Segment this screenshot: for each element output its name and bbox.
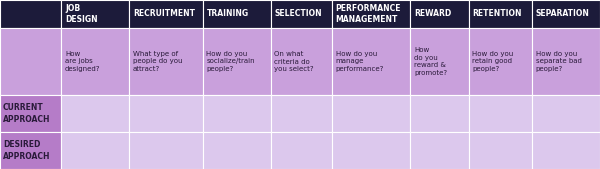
- Bar: [271, 132, 332, 169]
- Bar: [129, 28, 203, 95]
- Bar: [469, 0, 532, 28]
- Bar: [129, 132, 203, 169]
- Bar: [532, 95, 600, 132]
- Bar: [203, 28, 271, 95]
- Bar: [469, 132, 532, 169]
- Bar: [0, 28, 61, 95]
- Bar: [410, 132, 469, 169]
- Bar: [61, 28, 129, 95]
- Text: On what
criteria do
you select?: On what criteria do you select?: [274, 51, 314, 72]
- Bar: [0, 95, 61, 132]
- Bar: [410, 95, 469, 132]
- Text: SELECTION: SELECTION: [274, 9, 322, 18]
- Bar: [271, 0, 332, 28]
- Text: REWARD: REWARD: [414, 9, 451, 18]
- Text: How do you
separate bad
people?: How do you separate bad people?: [536, 51, 581, 72]
- Bar: [332, 0, 410, 28]
- Bar: [0, 132, 61, 169]
- Bar: [0, 0, 61, 28]
- Text: JOB
DESIGN: JOB DESIGN: [65, 4, 98, 24]
- Bar: [129, 0, 203, 28]
- Text: How
do you
reward &
promote?: How do you reward & promote?: [414, 47, 447, 76]
- Bar: [61, 0, 129, 28]
- Bar: [61, 132, 129, 169]
- Text: TRAINING: TRAINING: [206, 9, 248, 18]
- Text: How
are jobs
designed?: How are jobs designed?: [65, 51, 100, 72]
- Text: PERFORMANCE
MANAGEMENT: PERFORMANCE MANAGEMENT: [335, 4, 401, 24]
- Bar: [332, 28, 410, 95]
- Text: RECRUITMENT: RECRUITMENT: [133, 9, 195, 18]
- Bar: [271, 95, 332, 132]
- Bar: [332, 132, 410, 169]
- Bar: [271, 28, 332, 95]
- Text: What type of
people do you
attract?: What type of people do you attract?: [133, 51, 182, 72]
- Bar: [532, 28, 600, 95]
- Text: How do you
manage
performance?: How do you manage performance?: [335, 51, 384, 72]
- Text: RETENTION: RETENTION: [472, 9, 522, 18]
- Text: DESIRED
APPROACH: DESIRED APPROACH: [3, 140, 50, 161]
- Text: How do you
socialize/train
people?: How do you socialize/train people?: [206, 51, 255, 72]
- Bar: [469, 95, 532, 132]
- Text: How do you
retain good
people?: How do you retain good people?: [472, 51, 514, 72]
- Bar: [61, 95, 129, 132]
- Bar: [203, 95, 271, 132]
- Bar: [203, 0, 271, 28]
- Text: CURRENT
APPROACH: CURRENT APPROACH: [3, 103, 50, 124]
- Bar: [410, 0, 469, 28]
- Bar: [469, 28, 532, 95]
- Bar: [410, 28, 469, 95]
- Bar: [532, 0, 600, 28]
- Bar: [532, 132, 600, 169]
- Bar: [129, 95, 203, 132]
- Bar: [332, 95, 410, 132]
- Bar: [203, 132, 271, 169]
- Text: SEPARATION: SEPARATION: [536, 9, 590, 18]
